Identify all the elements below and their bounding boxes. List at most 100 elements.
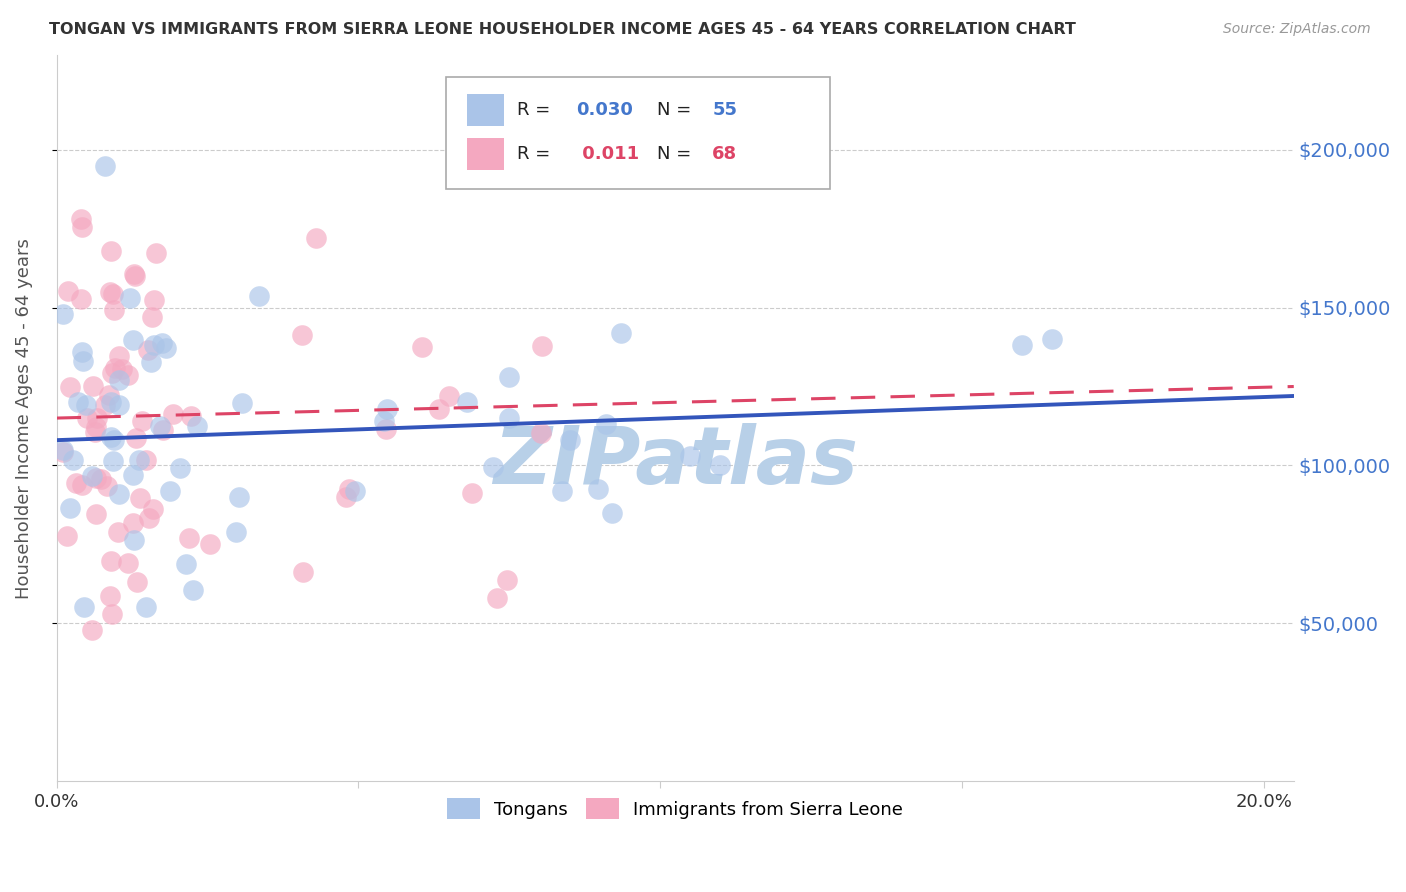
Immigrants from Sierra Leone [131,413,153,427]
Tongans [150,335,173,350]
Immigrants from Sierra Leone [98,388,121,402]
Immigrants from Sierra Leone [125,431,148,445]
Immigrants from Sierra Leone [58,284,80,298]
Immigrants from Sierra Leone [177,532,200,546]
Immigrants from Sierra Leone [82,623,104,637]
Immigrants from Sierra Leone [108,349,131,363]
Tongans [456,395,478,409]
Immigrants from Sierra Leone [100,589,122,603]
Tongans [94,159,117,173]
Text: 0.011: 0.011 [576,145,640,163]
Tongans [600,507,623,521]
Text: 55: 55 [713,102,737,120]
Immigrants from Sierra Leone [200,537,222,551]
Immigrants from Sierra Leone [117,556,139,570]
Tongans [149,418,172,433]
Immigrants from Sierra Leone [98,285,121,300]
Tongans [231,396,253,410]
Immigrants from Sierra Leone [122,516,145,530]
Tongans [100,430,122,444]
Tongans [62,453,84,467]
Text: 0.030: 0.030 [576,102,633,120]
Immigrants from Sierra Leone [86,411,108,425]
Tongans [159,483,181,498]
Immigrants from Sierra Leone [69,212,91,227]
Immigrants from Sierra Leone [305,231,328,245]
Tongans [59,501,82,516]
Immigrants from Sierra Leone [104,360,127,375]
Tongans [1011,338,1033,352]
Tongans [135,600,157,615]
Immigrants from Sierra Leone [55,528,77,542]
Tongans [228,491,250,505]
Tongans [72,354,94,368]
Tongans [375,402,398,417]
Immigrants from Sierra Leone [111,361,134,376]
Immigrants from Sierra Leone [138,510,160,524]
Y-axis label: Householder Income Ages 45 - 64 years: Householder Income Ages 45 - 64 years [15,237,32,599]
Tongans [551,483,574,498]
Immigrants from Sierra Leone [83,425,105,439]
Immigrants from Sierra Leone [374,422,396,436]
Immigrants from Sierra Leone [72,478,94,492]
Immigrants from Sierra Leone [127,574,149,589]
Immigrants from Sierra Leone [72,219,94,234]
Immigrants from Sierra Leone [180,409,202,423]
Tongans [709,458,731,473]
Tongans [247,288,270,302]
Immigrants from Sierra Leone [107,525,129,540]
Tongans [108,373,131,387]
Immigrants from Sierra Leone [101,287,124,301]
Text: Source: ZipAtlas.com: Source: ZipAtlas.com [1223,22,1371,37]
Immigrants from Sierra Leone [335,490,357,504]
Immigrants from Sierra Leone [162,407,184,421]
Tongans [225,524,247,539]
Tongans [103,454,125,468]
Immigrants from Sierra Leone [411,340,433,354]
Tongans [482,459,505,474]
Tongans [108,486,131,500]
Tongans [373,414,395,428]
Immigrants from Sierra Leone [84,508,107,522]
Tongans [66,395,89,409]
Immigrants from Sierra Leone [136,343,159,358]
Tongans [122,533,145,547]
Immigrants from Sierra Leone [496,573,519,587]
Immigrants from Sierra Leone [460,485,482,500]
Immigrants from Sierra Leone [76,411,98,425]
Tongans [52,443,75,458]
Immigrants from Sierra Leone [96,479,118,493]
Tongans [186,419,208,434]
Tongans [498,411,520,425]
Bar [467,138,505,169]
Immigrants from Sierra Leone [129,491,152,506]
Tongans [75,398,97,412]
Text: ZIPatlas: ZIPatlas [492,423,858,500]
Tongans [100,395,122,409]
Immigrants from Sierra Leone [58,380,80,394]
Tongans [70,344,93,359]
Tongans [609,326,631,340]
Immigrants from Sierra Leone [291,328,314,343]
Text: N =: N = [657,145,696,163]
Tongans [169,461,191,475]
Immigrants from Sierra Leone [142,501,165,516]
Tongans [52,307,75,321]
Tongans [107,398,129,412]
Tongans [118,291,141,305]
Immigrants from Sierra Leone [124,269,146,284]
Immigrants from Sierra Leone [530,425,553,440]
Tongans [595,417,617,431]
Legend: Tongans, Immigrants from Sierra Leone: Tongans, Immigrants from Sierra Leone [440,791,910,826]
Immigrants from Sierra Leone [69,292,91,306]
Tongans [73,600,96,615]
Bar [467,95,505,127]
Tongans [155,341,177,355]
Immigrants from Sierra Leone [94,398,117,412]
Text: N =: N = [657,102,696,120]
Immigrants from Sierra Leone [52,444,75,458]
Immigrants from Sierra Leone [101,366,124,380]
Tongans [586,482,609,496]
Tongans [1040,332,1063,346]
Text: R =: R = [517,102,555,120]
